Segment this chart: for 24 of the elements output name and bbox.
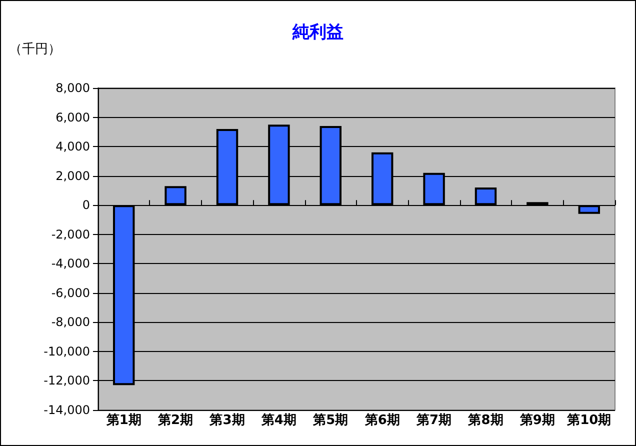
y-tick-label: -12,000 [44,374,90,388]
y-tick-label: 8,000 [56,81,90,95]
y-tick-label: -14,000 [44,403,90,417]
x-tick-label: 第2期 [157,413,194,428]
y-tick-label: -8,000 [51,315,90,330]
y-tick-label: 2,000 [56,168,90,183]
y-tick-label: -2,000 [51,227,90,242]
y-tick-label: -10,000 [44,344,90,358]
x-tick-label: 第8期 [467,413,504,428]
x-tick-label: 第7期 [416,413,452,428]
y-tick-label: -4,000 [51,256,90,271]
x-tick-label: 第6期 [364,413,400,428]
chart-title: 純利益 [292,22,344,42]
x-tick-label: 第3期 [208,413,245,428]
y-axis-title: （千円） [9,42,61,57]
x-tick-label: 第4期 [260,413,296,428]
y-tick-label: 6,000 [56,110,90,124]
y-tick-label: 4,000 [56,140,90,154]
y-tick-label: -6,000 [51,286,90,300]
x-tick-label: 第5期 [312,413,348,428]
y-tick-label: 0 [82,198,90,212]
x-tick-label: 第10期 [566,413,612,428]
x-tick-label: 第9期 [518,413,555,428]
x-tick-label: 第1期 [105,413,142,428]
